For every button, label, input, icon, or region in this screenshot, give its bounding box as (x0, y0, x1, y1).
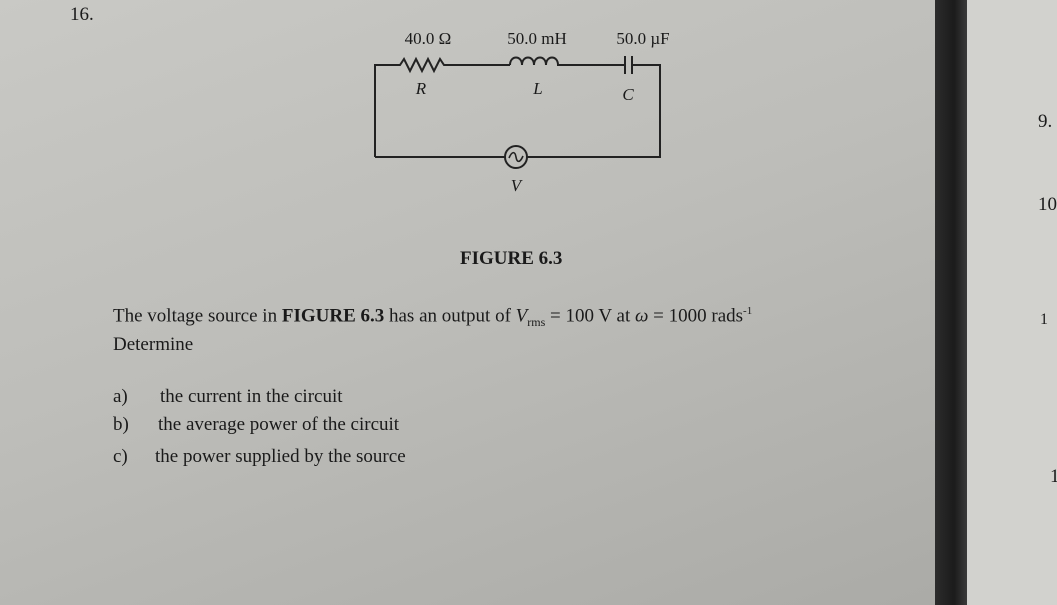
part-text: the power supplied by the source (155, 446, 406, 467)
margin-number: 1 (1040, 311, 1048, 328)
page-shadow (935, 0, 967, 605)
instruction: Determine (113, 334, 194, 355)
capacitor-value: 50.0 µF (616, 29, 669, 48)
resistor-symbol: R (415, 79, 427, 98)
superscript: -1 (743, 305, 753, 317)
symbol: ω (634, 305, 649, 327)
margin-number: 1 (1050, 466, 1057, 487)
inductor-value: 50.0 mH (507, 29, 567, 48)
question-number: 16. (70, 4, 94, 25)
symbol: V (515, 305, 528, 327)
statement-text: = 100 V at (545, 305, 635, 327)
subscript: rms (527, 315, 546, 330)
statement-text: = 1000 rads (648, 305, 744, 327)
part-label: c) (113, 446, 128, 467)
part-label: a) (113, 386, 128, 407)
statement-text: has an output of (384, 305, 516, 327)
capacitor-symbol: C (622, 85, 634, 104)
figure-caption: FIGURE 6.3 (460, 248, 563, 269)
statement-text: The voltage source in (113, 305, 282, 327)
part-label: b) (113, 414, 129, 435)
margin-number: 9. (1038, 111, 1053, 132)
part-text: the average power of the circuit (158, 414, 400, 435)
next-page (967, 0, 1057, 605)
resistor-value: 40.0 Ω (405, 29, 452, 48)
statement: The voltage source in FIGURE 6.3 has an … (113, 305, 752, 330)
margin-number: 10 (1038, 194, 1057, 215)
part-text: the current in the circuit (160, 386, 343, 407)
source-symbol: V (511, 176, 524, 195)
inductor-symbol: L (532, 79, 542, 98)
figure-ref: FIGURE 6.3 (281, 305, 385, 327)
